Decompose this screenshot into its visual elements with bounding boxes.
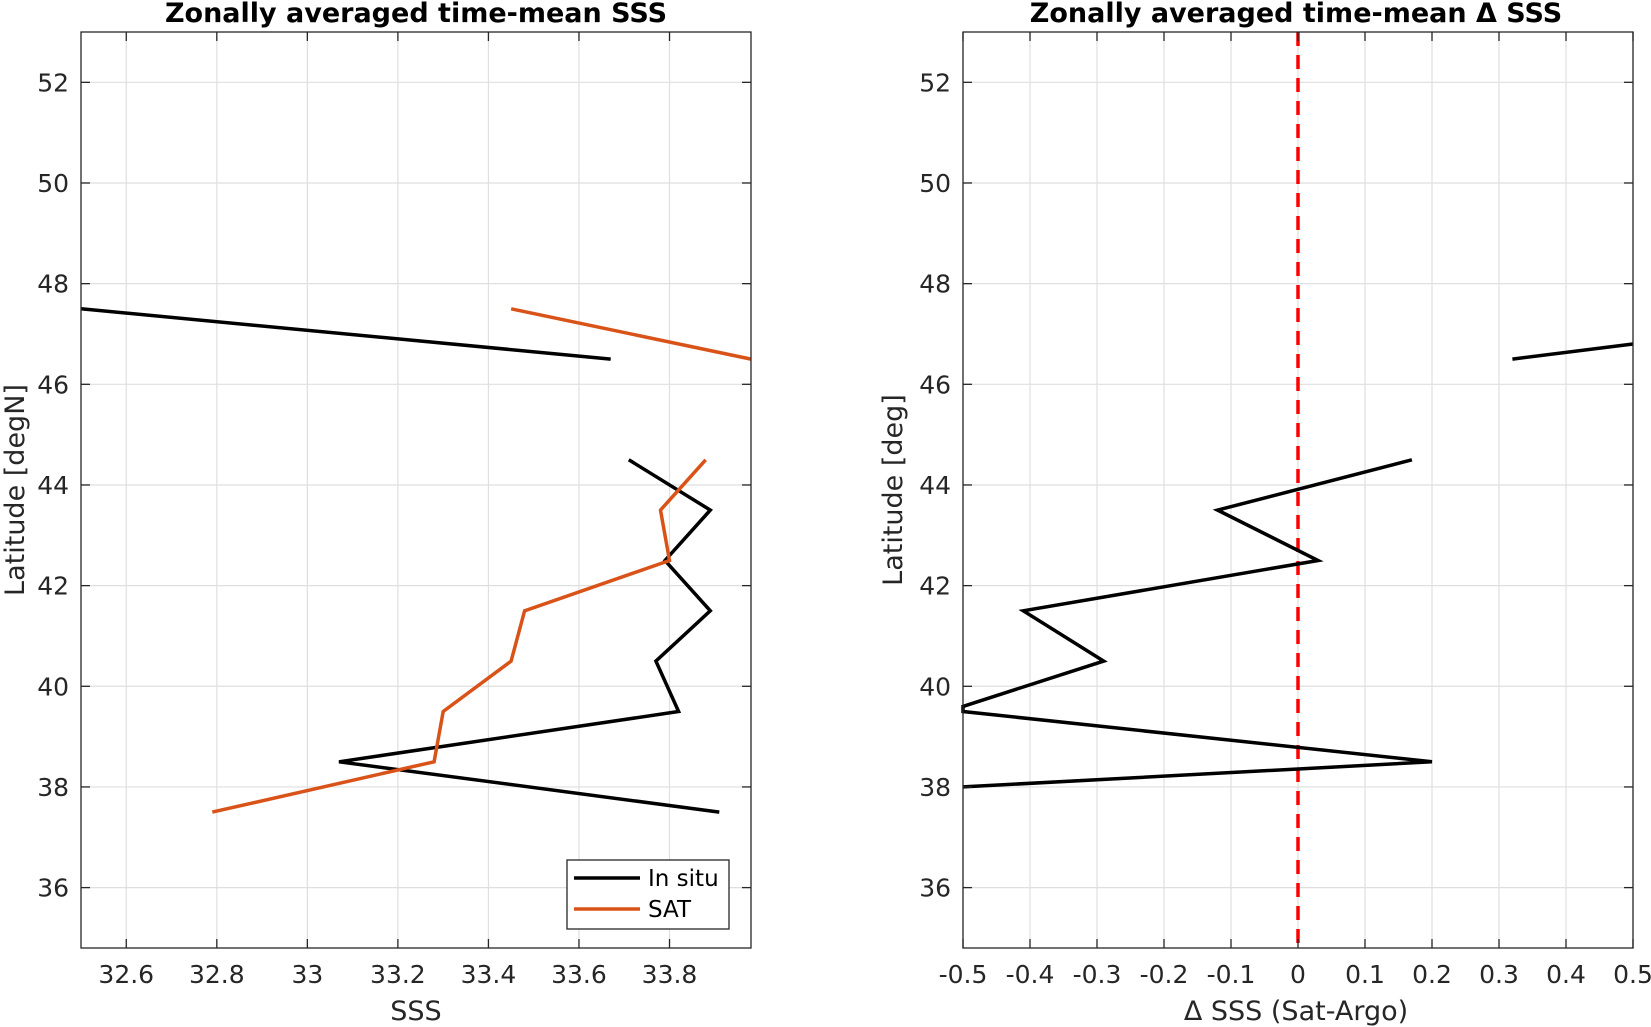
delta-sss-x-tick-label: -0.4 [1006,960,1055,989]
sss-y-tick-label: 42 [37,572,69,601]
delta-sss-x-tick-label: 0.4 [1546,960,1586,989]
delta-sss-y-tick-label: 46 [919,370,951,399]
delta-sss-x-tick-label: 0.5 [1613,960,1651,989]
delta-sss-y-tick-label: 40 [919,672,951,701]
sss-x-tick-label: 32.8 [189,960,245,989]
delta-sss-x-axis-label: Δ SSS (Sat-Argo) [1184,996,1408,1027]
sss-x-tick-label: 33 [291,960,323,989]
legend-box [566,859,730,930]
sss-grid [81,32,751,948]
sss-axes-box [80,31,752,949]
sss-y-tick-label: 40 [37,672,69,701]
delta-sss-x-tick-label: -0.3 [1073,960,1122,989]
sss-y-tick-label: 50 [37,169,69,198]
sss-y-tick-label: 46 [37,370,69,399]
sss-sat-line [211,458,708,814]
sss-sat-line [510,307,752,361]
delta-sss-panel: -0.5 -0.4 -0.3 -0.2 -0.1 0 0.1 0.2 0.3 0.4 0.5 36 38… [878,0,1651,1027]
sss-y-tick-label: 52 [37,68,69,97]
delta-sss-x-tick-label: -0.1 [1207,960,1256,989]
sss-panel: 32.6 32.8 33 33.2 33.4 33.6 33.8 36 38 40 42 44 46 48… [0,0,752,1027]
sss-in-situ-line [338,458,720,814]
delta-sss-y-tick-label: 52 [919,68,951,97]
sss-x-axis-label: SSS [390,996,441,1027]
sss-y-tick-label: 48 [37,270,69,299]
sss-y-tick-label: 38 [37,773,69,802]
delta-sss-y-axis-label: Latitude [deg] [878,394,909,586]
delta-sss-y-tick-label: 42 [919,572,951,601]
legend-sat-label: SAT [648,897,692,923]
delta-sss-y-tick-label: 36 [919,874,951,903]
sss-series [80,307,752,814]
legend: In situ SAT [566,859,730,930]
sss-y-axis-label: Latitude [degN] [0,384,31,596]
delta-sss-title: Zonally averaged time-mean Δ SSS [1030,0,1562,29]
sss-ticks: 32.6 32.8 33 33.2 33.4 33.6 33.8 36 38 40 42 44 46 48… [37,32,751,989]
delta-sss-x-tick-label: 0 [1290,960,1306,989]
legend-in-situ-label: In situ [648,866,719,892]
delta-sss-y-tick-label: 38 [919,773,951,802]
delta-sss-series-0-line [1512,342,1634,361]
delta-sss-x-tick-label: -0.5 [939,960,988,989]
delta-sss-y-tick-label: 50 [919,169,951,198]
delta-sss-x-tick-label: -0.2 [1140,960,1189,989]
sss-y-tick-label: 36 [37,874,69,903]
sss-in-situ-line [80,307,611,361]
sss-x-tick-label: 33.6 [551,960,607,989]
delta-sss-x-tick-label: 0.1 [1345,960,1385,989]
delta-sss-x-tick-label: 0.3 [1479,960,1519,989]
delta-sss-y-tick-label: 44 [919,471,951,500]
sss-y-tick-label: 44 [37,471,69,500]
sss-plot-area [81,32,751,948]
delta-sss-y-tick-label: 48 [919,270,951,299]
delta-sss-ticks: -0.5 -0.4 -0.3 -0.2 -0.1 0 0.1 0.2 0.3 0.4 0.5 36 38… [919,32,1651,989]
sss-x-tick-label: 33.8 [642,960,698,989]
delta-sss-series [961,32,1634,948]
sss-title: Zonally averaged time-mean SSS [165,0,667,29]
delta-sss-series-0-line [961,458,1433,789]
sss-x-tick-label: 32.6 [98,960,154,989]
sss-x-tick-label: 33.4 [461,960,517,989]
delta-sss-x-tick-label: 0.2 [1412,960,1452,989]
sss-x-tick-label: 33.2 [370,960,426,989]
